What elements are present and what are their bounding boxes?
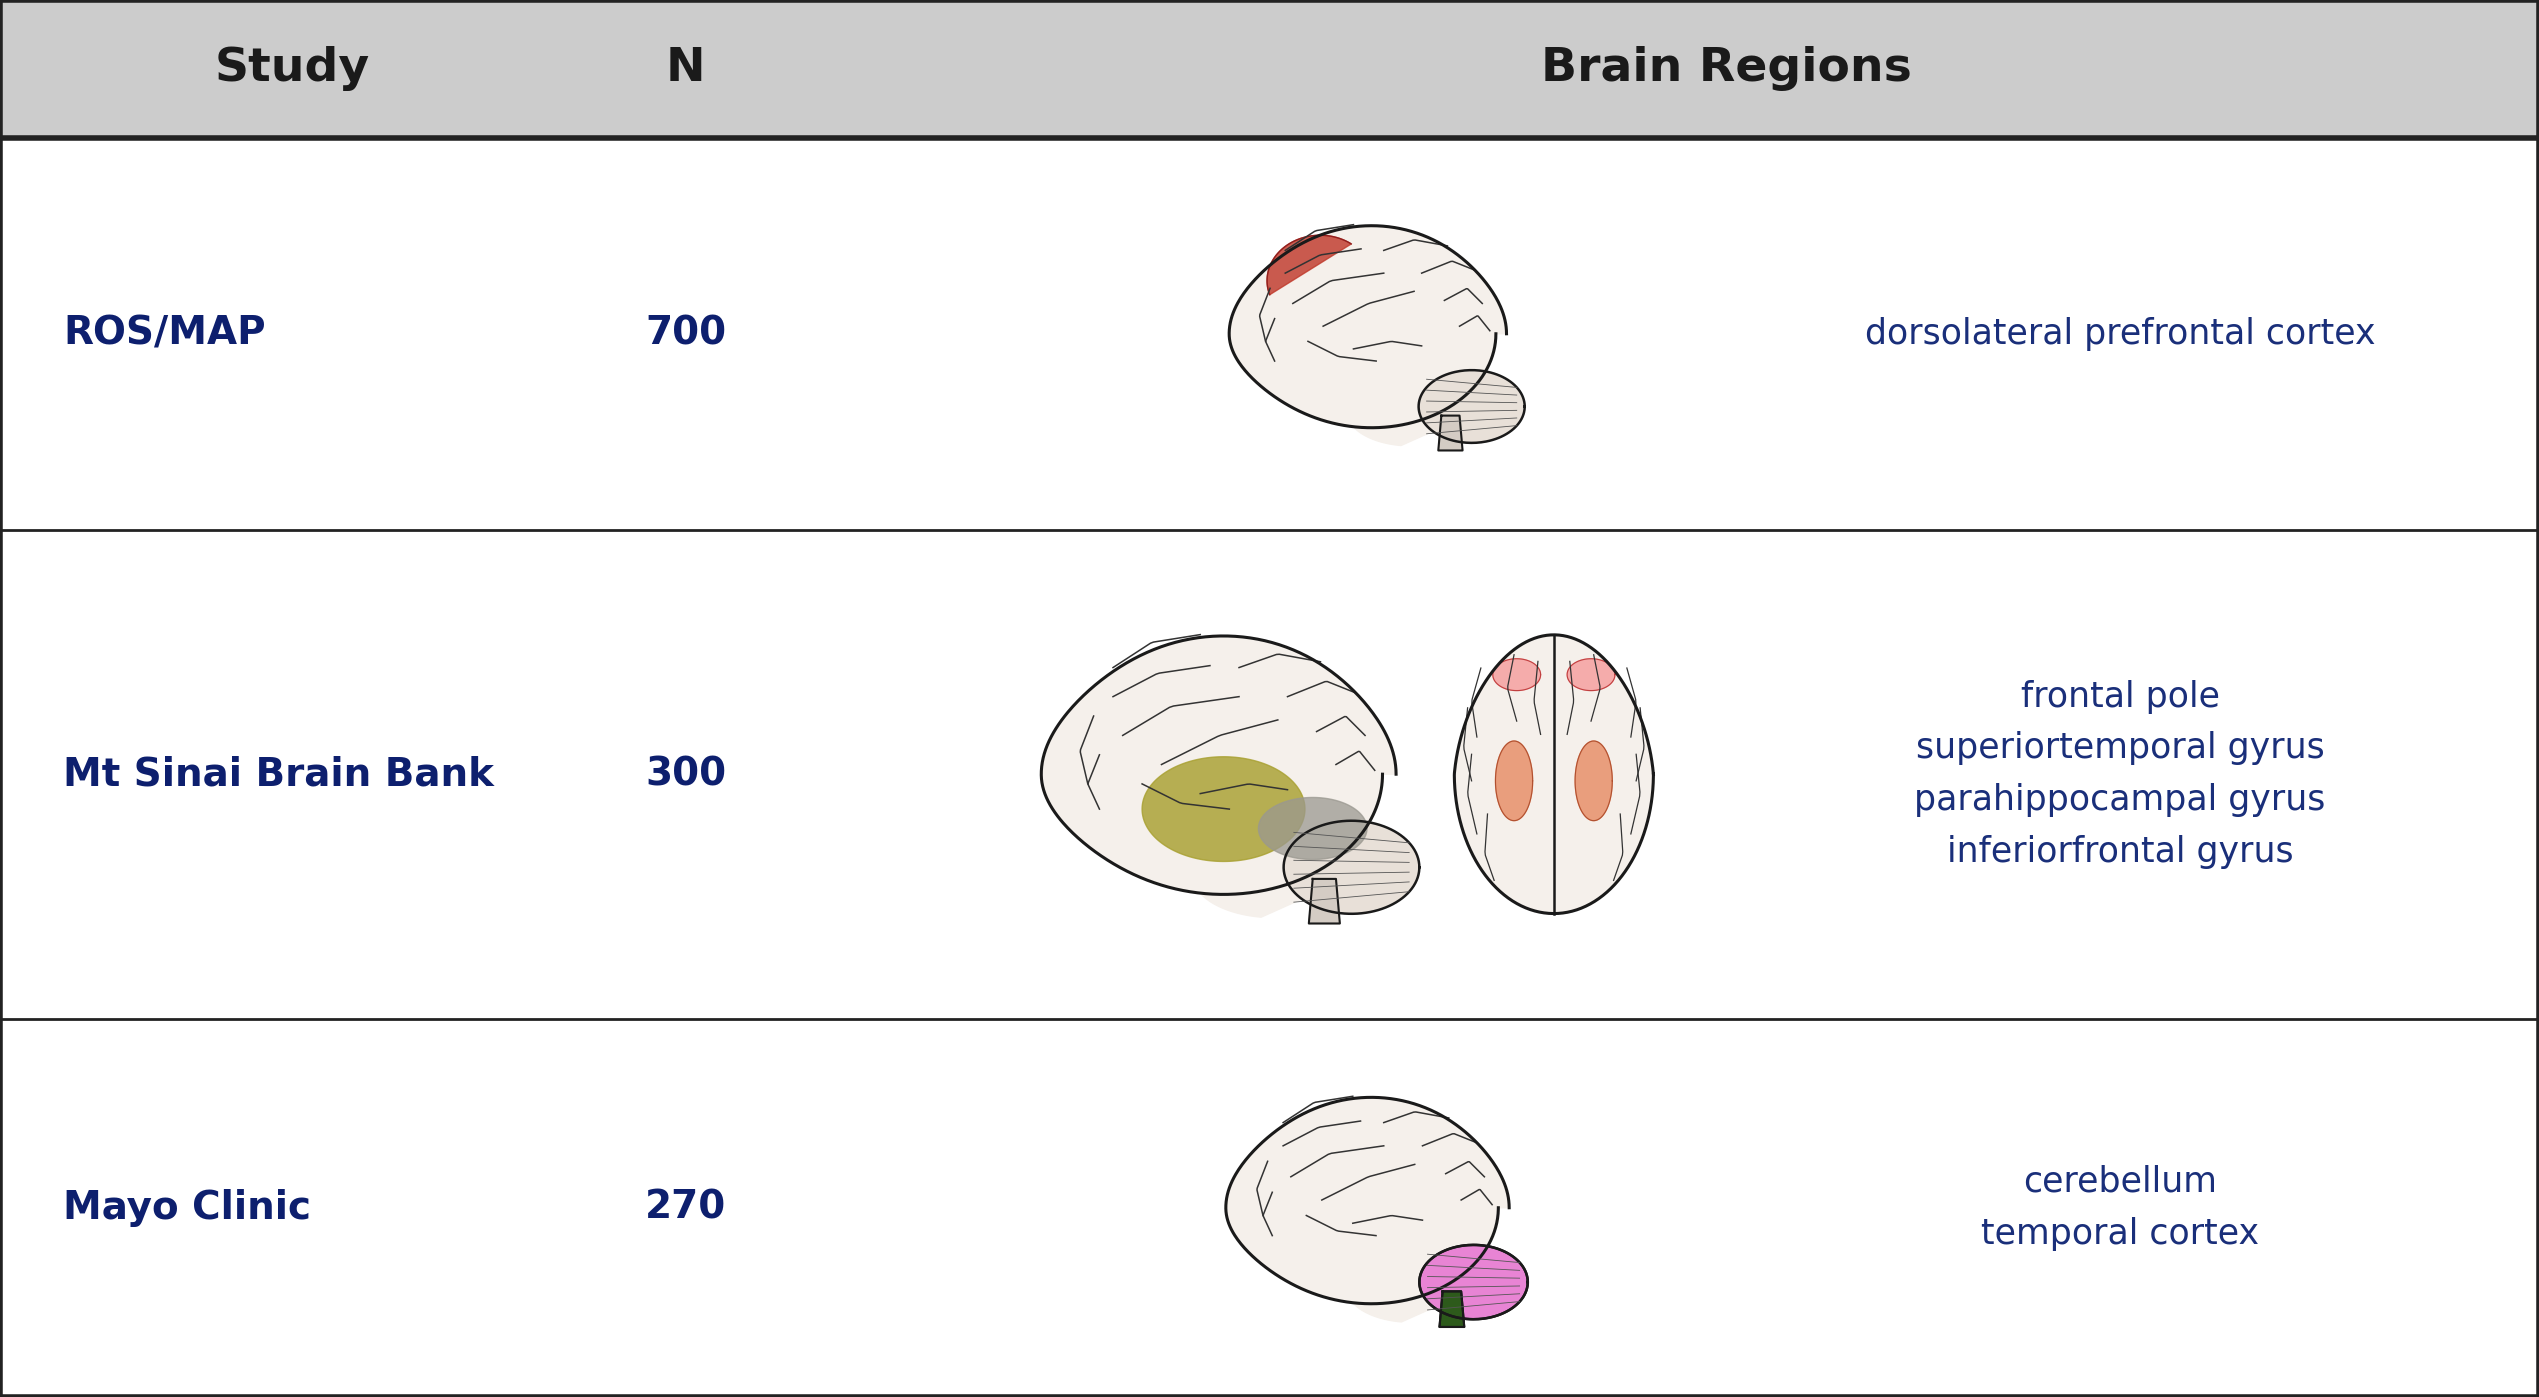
Text: dorsolateral prefrontal cortex: dorsolateral prefrontal cortex bbox=[1864, 317, 2377, 351]
Text: cerebellum
temporal cortex: cerebellum temporal cortex bbox=[1980, 1165, 2260, 1250]
Polygon shape bbox=[1567, 659, 1615, 690]
Text: Study: Study bbox=[213, 46, 371, 91]
Polygon shape bbox=[1440, 1291, 1465, 1327]
Polygon shape bbox=[1226, 1098, 1508, 1303]
Text: frontal pole
superiortemporal gyrus
parahippocampal gyrus
inferiorfrontal gyrus: frontal pole superiortemporal gyrus para… bbox=[1914, 680, 2326, 869]
Text: 270: 270 bbox=[645, 1189, 726, 1227]
Text: ROS/MAP: ROS/MAP bbox=[63, 314, 267, 353]
Polygon shape bbox=[1193, 833, 1356, 918]
Polygon shape bbox=[1143, 757, 1305, 862]
Polygon shape bbox=[1259, 798, 1366, 859]
Bar bbox=[0, 1018, 2539, 1397]
Polygon shape bbox=[1437, 415, 1462, 450]
Text: Mayo Clinic: Mayo Clinic bbox=[63, 1189, 312, 1227]
Text: Mt Sinai Brain Bank: Mt Sinai Brain Bank bbox=[63, 756, 495, 793]
Bar bbox=[0, 529, 2539, 1018]
Polygon shape bbox=[1455, 634, 1653, 914]
Polygon shape bbox=[1493, 659, 1541, 690]
Polygon shape bbox=[1348, 380, 1475, 446]
Polygon shape bbox=[1346, 1255, 1478, 1322]
Polygon shape bbox=[1229, 226, 1506, 427]
Polygon shape bbox=[1419, 1245, 1528, 1319]
Polygon shape bbox=[1440, 1291, 1465, 1327]
Polygon shape bbox=[1419, 1245, 1528, 1319]
Bar bbox=[0, 0, 2539, 138]
Polygon shape bbox=[1419, 370, 1526, 443]
Text: 300: 300 bbox=[645, 756, 726, 793]
Polygon shape bbox=[1041, 636, 1396, 894]
Polygon shape bbox=[1574, 740, 1612, 820]
Bar bbox=[0, 138, 2539, 529]
Text: 700: 700 bbox=[645, 314, 726, 353]
Text: N: N bbox=[665, 46, 706, 91]
Polygon shape bbox=[1495, 740, 1534, 820]
Polygon shape bbox=[1267, 235, 1351, 295]
Text: Brain Regions: Brain Regions bbox=[1541, 46, 1912, 91]
Polygon shape bbox=[1285, 820, 1419, 914]
Polygon shape bbox=[1308, 879, 1341, 923]
